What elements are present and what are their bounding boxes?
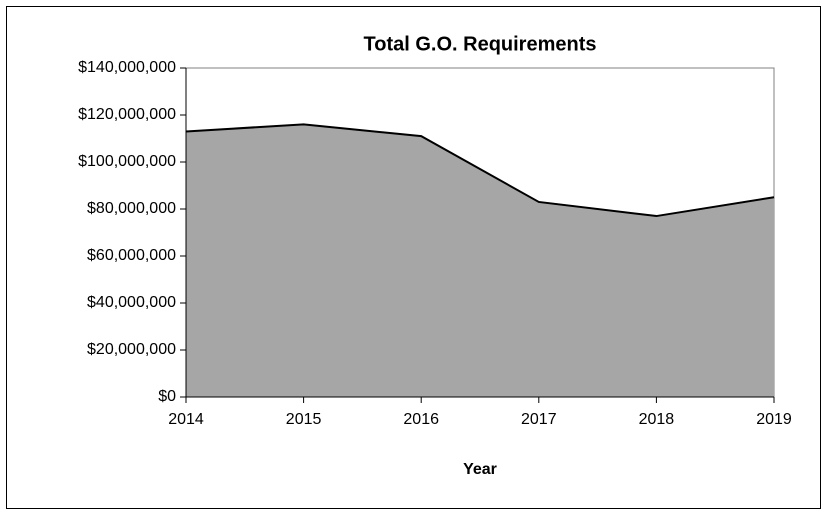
y-tick-label: $100,000,000 [78,153,176,170]
x-tick-label: 2016 [403,411,439,428]
area [186,124,774,398]
x-tick-label: 2014 [168,411,204,428]
chart-title: Total G.O. Requirements [364,33,597,55]
x-tick-label: 2019 [756,411,792,428]
x-tick-label: 2018 [639,411,675,428]
y-tick-label: $80,000,000 [87,200,176,217]
y-tick-label: $60,000,000 [87,247,176,264]
y-tick-label: $0 [158,388,176,405]
area-line [185,123,775,218]
y-tick-label: $40,000,000 [87,294,176,311]
y-tick-label: $140,000,000 [78,59,176,76]
y-tick-label: $120,000,000 [78,106,176,123]
y-tick-label: $20,000,000 [87,341,176,358]
x-tick-label: 2015 [286,411,322,428]
x-tick-label: 2017 [521,411,557,428]
x-axis-label: Year [463,461,497,478]
